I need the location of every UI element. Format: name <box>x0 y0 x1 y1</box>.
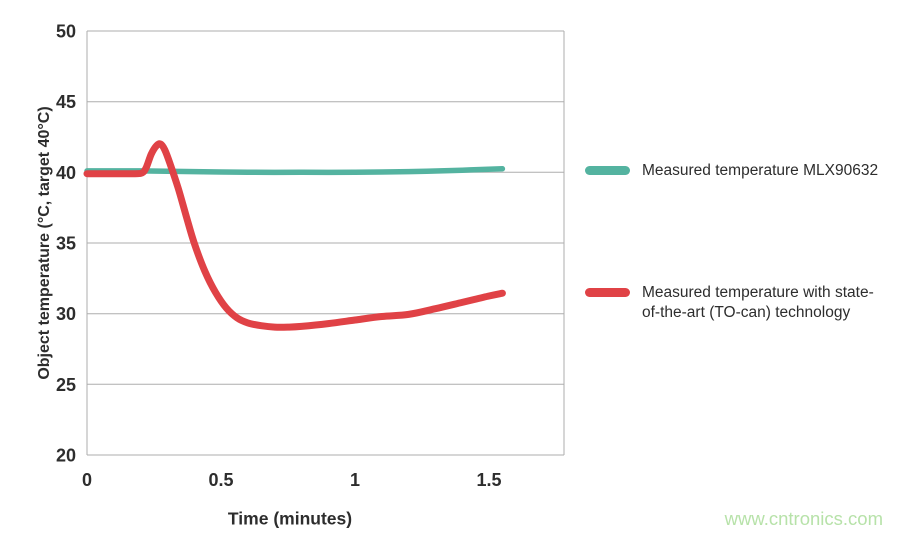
y-axis-title: Object temperature (°C, target 40°C) <box>36 106 53 380</box>
y-tick-label: 40 <box>56 163 76 183</box>
x-tick-label: 1.5 <box>476 470 501 490</box>
y-tick-label: 35 <box>56 234 76 254</box>
series-line-to-can <box>83 140 506 331</box>
series-line-mlx90632 <box>84 166 506 176</box>
y-tick-label: 45 <box>56 92 76 112</box>
legend-label-to-can: Measured temperature with state-of-the-a… <box>642 284 874 321</box>
x-tick-label: 0 <box>82 470 92 490</box>
y-tick-label: 25 <box>56 375 76 395</box>
x-tick-label: 1 <box>350 470 360 490</box>
y-tick-label: 20 <box>56 446 76 466</box>
x-tick-label: 0.5 <box>208 470 233 490</box>
legend-swatch-mlx90632 <box>585 166 630 175</box>
legend-label-mlx90632: Measured temperature MLX90632 <box>642 162 879 179</box>
y-tick-label: 30 <box>56 304 76 324</box>
legend-swatch-to-can <box>585 288 630 297</box>
y-tick-label: 50 <box>56 22 76 42</box>
x-axis-title: Time (minutes) <box>227 508 353 529</box>
watermark-text: www.cntronics.com <box>724 508 883 529</box>
